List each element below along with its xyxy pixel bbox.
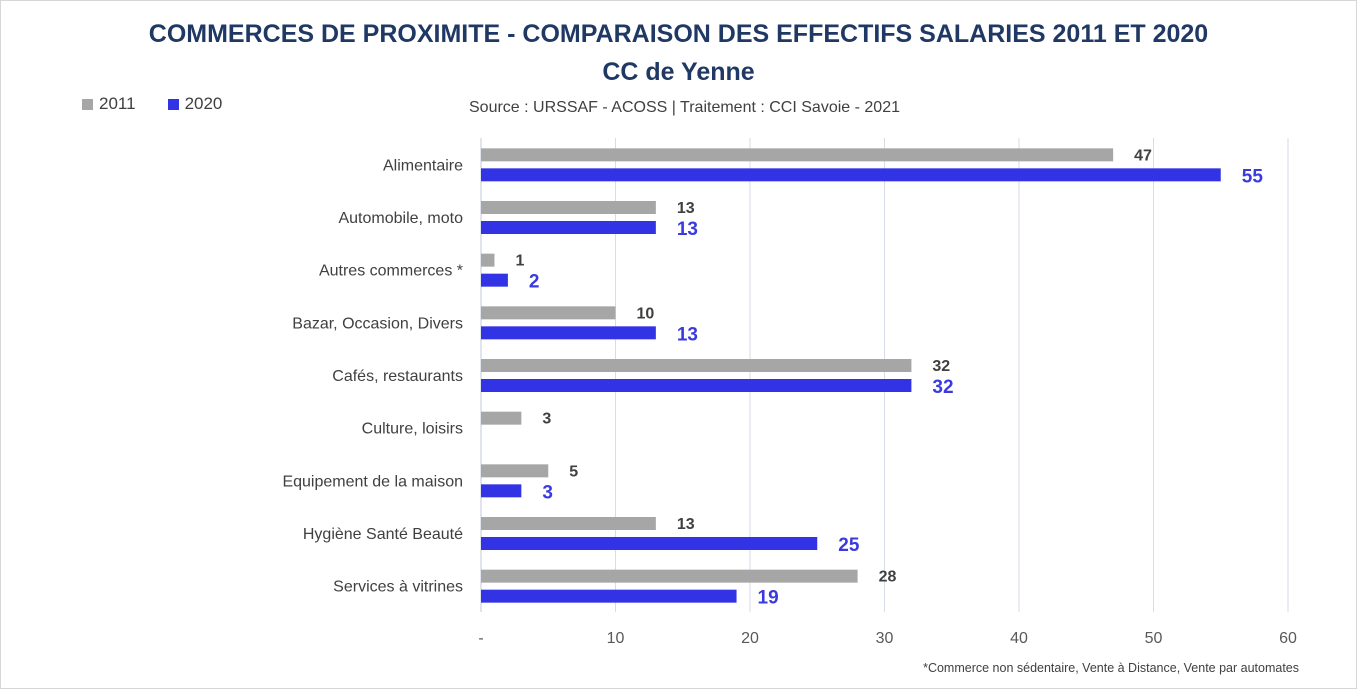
data-label-2020: 3: [542, 482, 553, 503]
bar-2011: [481, 569, 858, 583]
chart-footnote: *Commerce non sédentaire, Vente à Distan…: [923, 661, 1299, 675]
data-label-2020: 2: [529, 272, 540, 293]
x-tick-label: 10: [607, 630, 625, 647]
data-label-2011: 3: [542, 411, 551, 428]
data-label-2011: 1: [515, 253, 524, 270]
legend-label-2020: 2020: [184, 94, 223, 113]
category-label: Equipement de la maison: [282, 473, 463, 490]
category-label: Bazar, Occasion, Divers: [292, 315, 463, 332]
legend-item-2011: 2011: [82, 94, 136, 114]
bar-2011: [481, 359, 912, 372]
bar-2020: [481, 168, 1221, 182]
x-tick-label: -: [478, 630, 483, 647]
legend: 2011 2020: [82, 94, 222, 114]
bar-2020: [481, 273, 508, 287]
data-label-2020: 32: [932, 377, 953, 398]
bar-2011: [481, 201, 656, 214]
category-label: Services à vitrines: [333, 579, 463, 596]
category-label: Cafés, restaurants: [332, 368, 463, 385]
bar-2020: [481, 484, 522, 498]
bar-2011: [481, 411, 522, 425]
data-label-2020: 13: [677, 324, 698, 345]
bar-2011: [481, 253, 495, 267]
x-tick-label: 60: [1279, 630, 1297, 647]
data-label-2011: 47: [1134, 147, 1152, 164]
data-label-2020: 25: [838, 535, 860, 556]
data-label-2011: 28: [879, 569, 897, 586]
category-label: Culture, loisirs: [362, 421, 463, 438]
chart-source: Source : URSSAF - ACOSS | Traitement : C…: [469, 99, 900, 116]
data-label-2011: 5: [569, 463, 578, 480]
data-label-2020: 55: [1242, 166, 1264, 187]
category-label: Hygiène Santé Beauté: [303, 526, 463, 543]
x-tick-label: 30: [876, 630, 894, 647]
x-tick-label: 50: [1145, 630, 1163, 647]
category-label: Autres commerces *: [319, 263, 463, 280]
bar-2020: [481, 537, 818, 550]
data-label-2011: 10: [637, 305, 655, 322]
legend-item-2020: 2020: [167, 94, 223, 114]
category-label: Automobile, moto: [338, 210, 463, 227]
bar-2011: [481, 464, 549, 478]
chart-subtitle: CC de Yenne: [602, 58, 755, 86]
legend-label-2011: 2011: [99, 94, 136, 113]
category-label: Alimentaire: [383, 157, 463, 174]
bar-2020: [481, 589, 737, 603]
legend-swatch-2020: [167, 98, 179, 110]
data-label-2011: 32: [932, 358, 950, 375]
bar-2020: [481, 379, 912, 392]
x-tick-label: 40: [1010, 630, 1028, 647]
bar-2011: [481, 148, 1114, 162]
data-label-2011: 13: [677, 516, 695, 533]
bar-2011: [481, 517, 656, 530]
data-label-2020: 13: [677, 219, 698, 240]
bar-2011: [481, 306, 616, 320]
data-label-2020: 19: [758, 588, 779, 609]
chart-title: COMMERCES DE PROXIMITE - COMPARAISON DES…: [148, 20, 1209, 48]
bar-2020: [481, 326, 656, 340]
legend-swatch-2011: [82, 98, 93, 110]
bar-2020: [481, 221, 656, 234]
x-tick-label: 20: [741, 630, 759, 647]
data-label-2011: 13: [677, 200, 695, 217]
